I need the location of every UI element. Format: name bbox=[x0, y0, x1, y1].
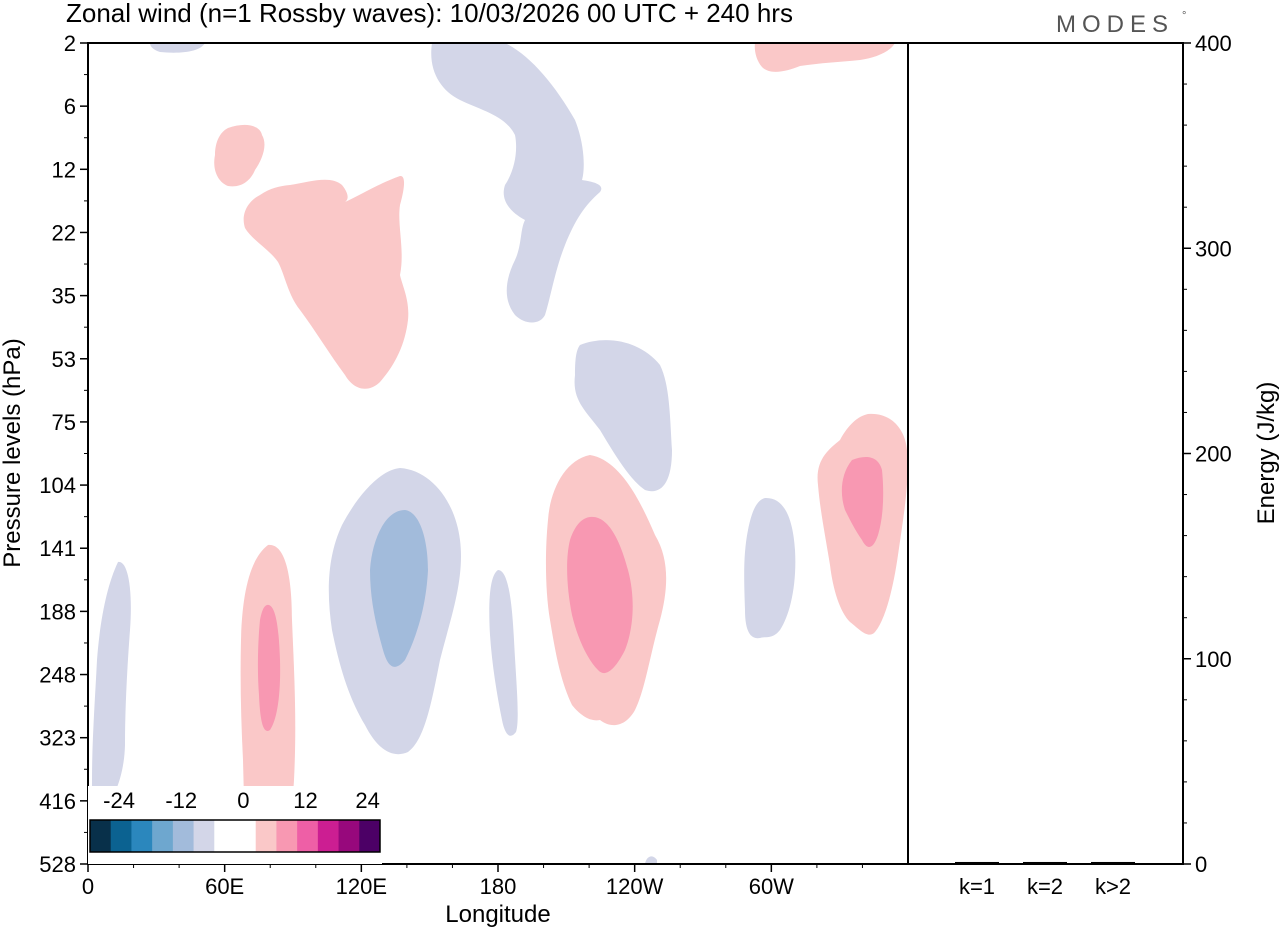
energy-tick-label: 300 bbox=[1195, 236, 1232, 261]
colorbar-swatch bbox=[110, 820, 132, 852]
energy-tick-label: 400 bbox=[1195, 31, 1232, 56]
neg-lower-60W bbox=[744, 497, 796, 639]
x-tick-label: 180 bbox=[480, 874, 517, 899]
y-tick-label: 188 bbox=[39, 599, 76, 624]
colorbar-label: 24 bbox=[355, 788, 379, 813]
colorbar-swatch bbox=[214, 820, 236, 852]
pos-small-upper bbox=[214, 124, 265, 187]
neg-mid-center bbox=[574, 340, 672, 492]
x-axis-title: Longitude bbox=[445, 901, 550, 928]
y-tick-label: 35 bbox=[52, 284, 76, 309]
colorbar-frame bbox=[89, 819, 381, 853]
colorbar-swatch bbox=[90, 820, 112, 852]
neg-top-left-lobe bbox=[150, 43, 205, 53]
pressure-axis: 2 6 12 22 35 53 75 104 141 188 248 323 416 528 bbox=[39, 31, 88, 877]
y-tick-label: 104 bbox=[39, 473, 76, 498]
y-tick-label: 6 bbox=[64, 94, 76, 119]
energy-plot-frame bbox=[907, 42, 1184, 865]
x-tick-label: 60W bbox=[749, 874, 794, 899]
energy-categories: k=1 k=2 k>2 bbox=[959, 874, 1131, 899]
x-tick-label: 0 bbox=[82, 874, 94, 899]
colorbar-swatch bbox=[359, 820, 381, 852]
colorbar-label: 0 bbox=[237, 788, 249, 813]
y-axis-title: Pressure levels (hPa) bbox=[0, 338, 26, 567]
modes-logo: MODES bbox=[1056, 11, 1174, 38]
colorbar-swatch bbox=[131, 820, 153, 852]
neg-upper-center bbox=[431, 43, 602, 323]
neg-bottom-small bbox=[645, 856, 657, 864]
pos-top-right bbox=[754, 43, 895, 72]
x-tick-label: 120W bbox=[606, 874, 664, 899]
longitude-axis: 0 60E 120E 180 120W 60W bbox=[82, 864, 863, 899]
x-tick-label: 60E bbox=[205, 874, 244, 899]
y-tick-label: 141 bbox=[39, 536, 76, 561]
chart-title: Zonal wind (n=1 Rossby waves): 10/03/202… bbox=[66, 0, 793, 28]
energy-tick-label: 100 bbox=[1195, 647, 1232, 672]
colorbar-swatch bbox=[255, 820, 277, 852]
y-tick-label: 2 bbox=[64, 31, 76, 56]
colorbar-label: 12 bbox=[293, 788, 317, 813]
x-tick-label: 120E bbox=[336, 874, 387, 899]
colorbar-swatch bbox=[152, 820, 174, 852]
energy-category-label: k>2 bbox=[1095, 874, 1131, 899]
plot-area bbox=[88, 43, 908, 864]
y-tick-label: 248 bbox=[39, 663, 76, 688]
modes-logo-mark: ° bbox=[1182, 10, 1186, 22]
colorbar-swatch bbox=[297, 820, 319, 852]
contour-layer bbox=[91, 43, 908, 864]
pos-right-edge-core bbox=[841, 457, 884, 547]
colorbar-swatch bbox=[172, 820, 195, 852]
colorbar-swatch bbox=[276, 820, 298, 852]
y-tick-label: 22 bbox=[52, 220, 76, 245]
colorbar-label: -24 bbox=[103, 788, 135, 813]
pos-lower-120W-core bbox=[567, 516, 633, 674]
energy-axis-title: Energy (J/kg) bbox=[1253, 382, 1280, 525]
colorbar-label: -12 bbox=[165, 788, 197, 813]
energy-tick-label: 0 bbox=[1195, 852, 1207, 877]
neg-lower-120E-core bbox=[370, 510, 428, 667]
colorbar-swatch bbox=[338, 820, 360, 852]
y-tick-label: 53 bbox=[52, 347, 76, 372]
y-tick-label: 323 bbox=[39, 726, 76, 751]
energy-bar bbox=[1023, 861, 1067, 864]
energy-tick-label: 200 bbox=[1195, 442, 1232, 467]
y-tick-label: 416 bbox=[39, 789, 76, 814]
y-tick-label: 528 bbox=[39, 852, 76, 877]
pos-upper-60E bbox=[243, 175, 409, 389]
energy-bar bbox=[1091, 861, 1135, 864]
colorbar-swatch bbox=[317, 820, 340, 852]
y-tick-label: 75 bbox=[52, 410, 76, 435]
colorbar-swatch bbox=[235, 820, 257, 852]
energy-bars bbox=[955, 861, 1135, 864]
colorbar-swatch bbox=[193, 820, 215, 852]
energy-bar bbox=[955, 861, 999, 864]
energy-axis: 0 100 200 300 400 bbox=[1183, 31, 1232, 877]
colorbar: -24 -12 0 12 24 bbox=[88, 786, 382, 864]
energy-category-label: k=1 bbox=[959, 874, 995, 899]
y-tick-label: 12 bbox=[52, 157, 76, 182]
neg-lower-180 bbox=[489, 570, 518, 736]
pos-lower-60E-core bbox=[257, 604, 281, 731]
energy-category-label: k=2 bbox=[1027, 874, 1063, 899]
